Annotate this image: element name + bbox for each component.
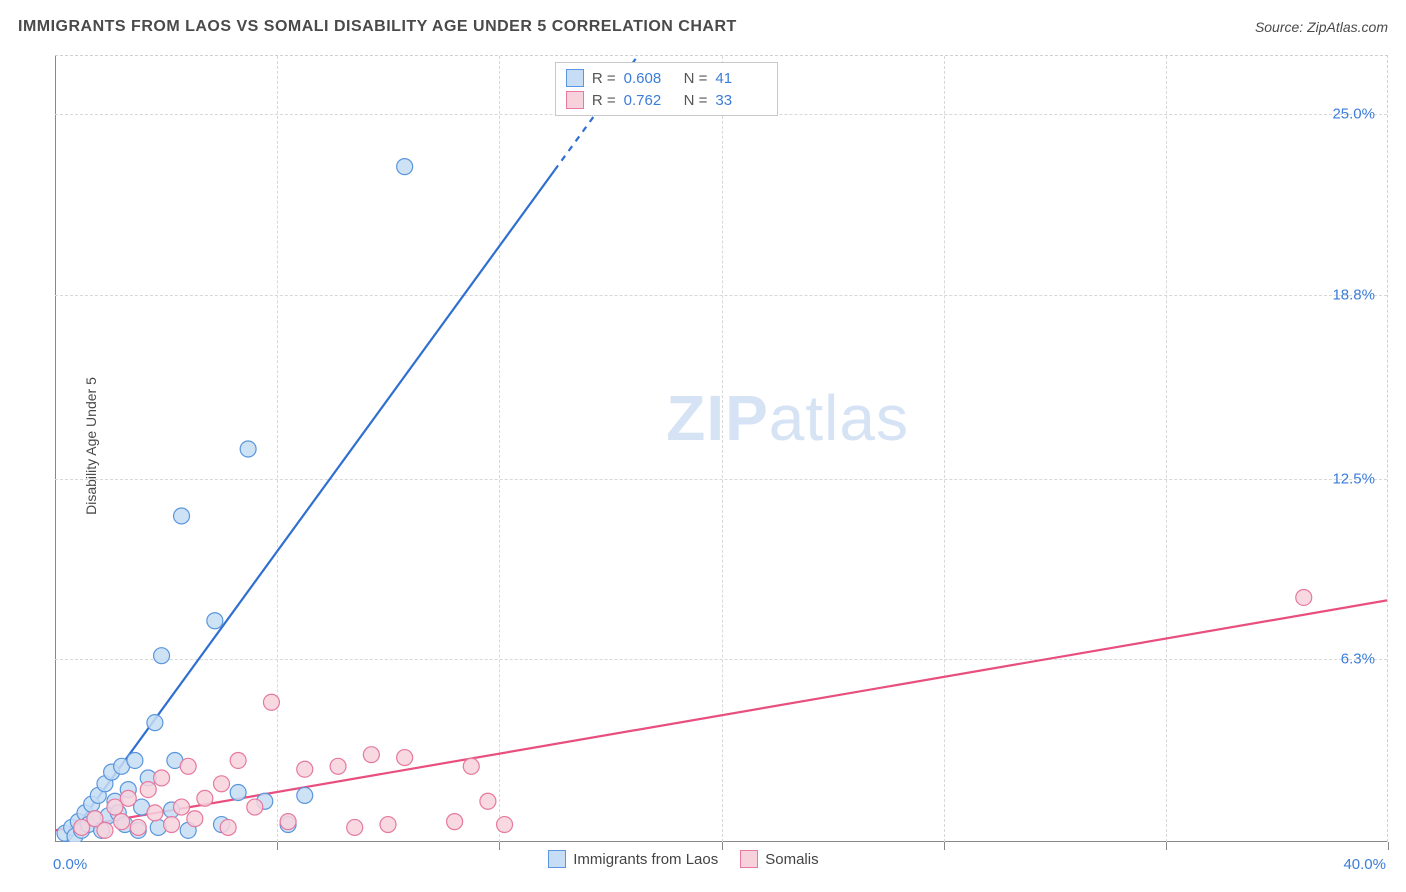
series-legend: Immigrants from Laos Somalis <box>548 850 818 868</box>
ytick-label: 25.0% <box>1332 106 1375 123</box>
legend-item-somali: Somalis <box>740 850 818 868</box>
chart-header: IMMIGRANTS FROM LAOS VS SOMALI DISABILIT… <box>18 18 1388 36</box>
correlation-legend: R = 0.608 N = 41 R = 0.762 N = 33 <box>555 62 779 116</box>
xmax-label: 40.0% <box>1343 856 1386 873</box>
chart-svg <box>55 56 1387 842</box>
legend-item-laos: Immigrants from Laos <box>548 850 718 868</box>
ytick-label: 6.3% <box>1341 651 1375 668</box>
legend-row-somali: R = 0.762 N = 33 <box>566 89 768 111</box>
ytick-label: 12.5% <box>1332 470 1375 487</box>
xtick <box>944 842 945 850</box>
xtick <box>277 842 278 850</box>
plot-area: ZIPatlas R = 0.608 N = 41 R = 0.762 N = … <box>55 55 1388 842</box>
ytick-label: 18.8% <box>1332 287 1375 304</box>
swatch-laos <box>566 69 584 87</box>
legend-row-laos: R = 0.608 N = 41 <box>566 67 768 89</box>
chart-source: Source: ZipAtlas.com <box>1255 19 1388 35</box>
swatch-somali-icon <box>740 850 758 868</box>
origin-label: 0.0% <box>53 856 87 873</box>
swatch-laos-icon <box>548 850 566 868</box>
xtick <box>722 842 723 850</box>
swatch-somali <box>566 91 584 109</box>
xtick <box>1388 842 1389 850</box>
xtick <box>1166 842 1167 850</box>
chart-title: IMMIGRANTS FROM LAOS VS SOMALI DISABILIT… <box>18 18 737 36</box>
xtick <box>499 842 500 850</box>
